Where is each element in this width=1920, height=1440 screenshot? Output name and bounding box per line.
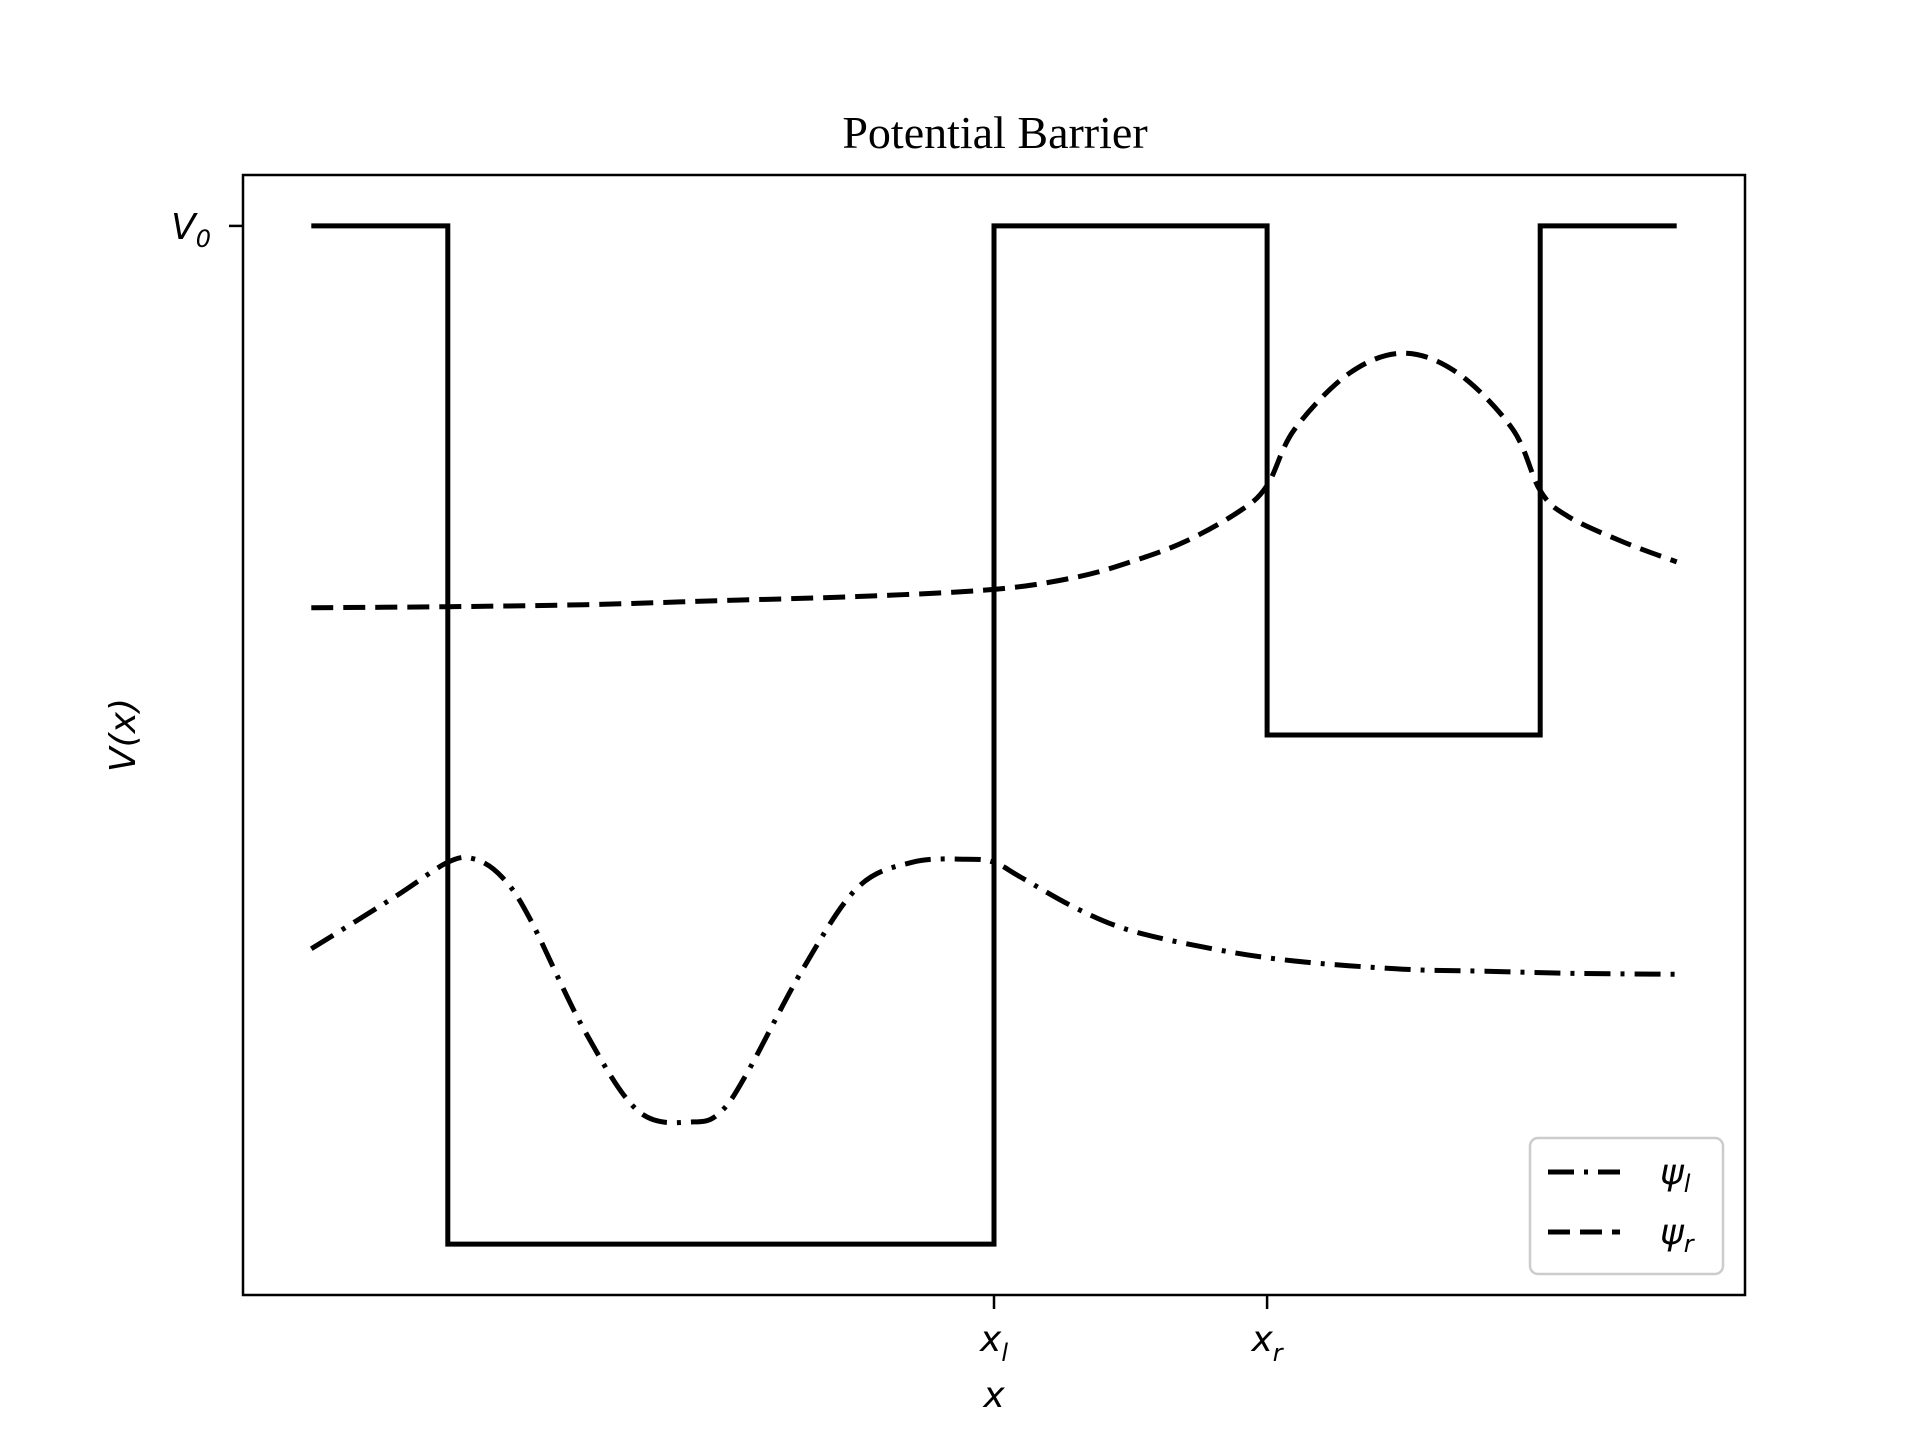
chart-title: Potential Barrier xyxy=(842,107,1147,158)
plot-area xyxy=(309,223,1678,1247)
legend-box xyxy=(1528,1136,1725,1276)
series-line-1 xyxy=(309,854,1677,1126)
x-tick-label-1: xl xyxy=(979,1319,1008,1367)
y-tick-label-1: V0 xyxy=(171,207,211,253)
axis-ticks: xl xr V0 xyxy=(171,207,1285,1367)
x-axis-label: x xyxy=(982,1375,1005,1416)
series-line-2 xyxy=(311,350,1678,611)
potential-line xyxy=(311,223,1677,1247)
y-axis-label: V(x) xyxy=(103,698,144,772)
x-tick-label-2: xr xyxy=(1250,1319,1284,1367)
